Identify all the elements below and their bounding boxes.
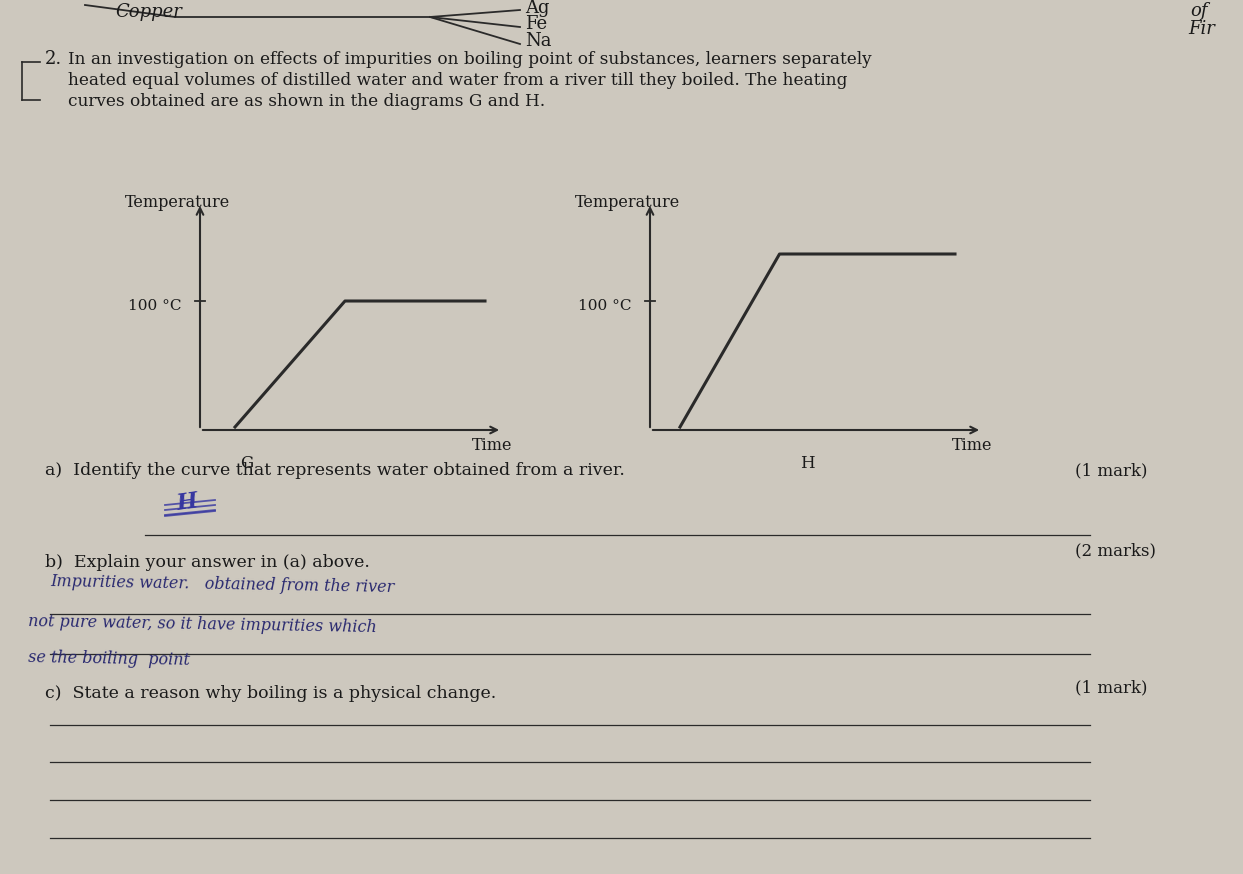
Text: Na: Na bbox=[525, 32, 552, 50]
Text: Ag: Ag bbox=[525, 0, 549, 17]
Text: Fe: Fe bbox=[525, 15, 547, 33]
Text: se the boiling  point: se the boiling point bbox=[29, 649, 190, 669]
Text: Time: Time bbox=[472, 437, 512, 454]
Text: b)  Explain your answer in (a) above.: b) Explain your answer in (a) above. bbox=[45, 554, 370, 571]
Text: Fir: Fir bbox=[1188, 20, 1214, 38]
Text: 100 °C: 100 °C bbox=[128, 299, 181, 313]
Text: H: H bbox=[175, 490, 199, 515]
Text: curves obtained are as shown in the diagrams G and H.: curves obtained are as shown in the diag… bbox=[68, 93, 546, 110]
Text: In an investigation on effects of impurities on boiling point of substances, lea: In an investigation on effects of impuri… bbox=[68, 51, 871, 68]
Text: 100 °C: 100 °C bbox=[578, 299, 631, 313]
Text: heated equal volumes of distilled water and water from a river till they boiled.: heated equal volumes of distilled water … bbox=[68, 72, 848, 89]
Text: not pure water, so it have impurities which: not pure water, so it have impurities wh… bbox=[29, 613, 377, 636]
Text: of: of bbox=[1190, 2, 1207, 20]
Text: Temperature: Temperature bbox=[126, 194, 230, 211]
Text: c)  State a reason why boiling is a physical change.: c) State a reason why boiling is a physi… bbox=[45, 685, 496, 702]
Text: 2.: 2. bbox=[45, 50, 62, 68]
Text: Temperature: Temperature bbox=[576, 194, 680, 211]
Text: G: G bbox=[240, 455, 254, 472]
Text: Copper: Copper bbox=[116, 3, 181, 21]
Text: H: H bbox=[800, 455, 814, 472]
Text: (1 mark): (1 mark) bbox=[1075, 462, 1147, 479]
Text: (2 marks): (2 marks) bbox=[1075, 542, 1156, 559]
Text: Time: Time bbox=[952, 437, 992, 454]
Text: Impurities water.   obtained from the river: Impurities water. obtained from the rive… bbox=[50, 573, 394, 596]
Text: (1 mark): (1 mark) bbox=[1075, 679, 1147, 696]
Text: a)  Identify the curve that represents water obtained from a river.: a) Identify the curve that represents wa… bbox=[45, 462, 625, 479]
